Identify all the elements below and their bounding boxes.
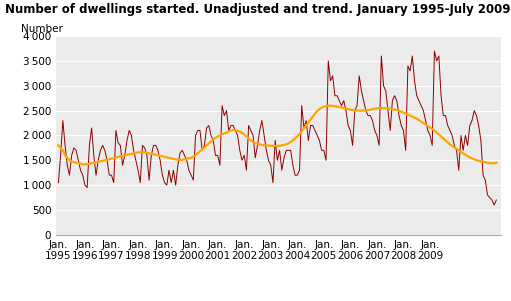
- Number of dwellings, unadjusted: [480, 173, 486, 177]
- Number of dwellings, trend: [482, 160, 489, 164]
- Line: Number of dwellings, unadjusted: Number of dwellings, unadjusted: [58, 51, 496, 205]
- Number of dwellings, trend: [438, 135, 444, 138]
- Number of dwellings, trend: [80, 163, 86, 166]
- Line: Number of dwellings, trend: Number of dwellings, trend: [58, 106, 496, 164]
- Number of dwellings, unadjusted: [213, 154, 219, 157]
- Number of dwellings, unadjusted: [436, 54, 442, 58]
- Number of dwellings, trend: [281, 143, 287, 147]
- Number of dwellings, unadjusted: [462, 134, 469, 137]
- Number of dwellings, unadjusted: [252, 156, 259, 160]
- Number of dwellings, unadjusted: [491, 203, 497, 207]
- Number of dwellings, trend: [55, 144, 61, 147]
- Text: Number: Number: [20, 24, 62, 34]
- Number of dwellings, trend: [493, 161, 499, 165]
- Number of dwellings, trend: [215, 135, 221, 138]
- Text: Number of dwellings started. Unadjusted and trend. January 1995-July 2009: Number of dwellings started. Unadjusted …: [5, 3, 510, 16]
- Number of dwellings, trend: [325, 104, 331, 107]
- Number of dwellings, trend: [464, 154, 471, 158]
- Number of dwellings, unadjusted: [493, 198, 499, 202]
- Number of dwellings, unadjusted: [55, 181, 61, 185]
- Number of dwellings, unadjusted: [278, 169, 285, 172]
- Number of dwellings, unadjusted: [431, 49, 437, 53]
- Number of dwellings, trend: [254, 142, 261, 146]
